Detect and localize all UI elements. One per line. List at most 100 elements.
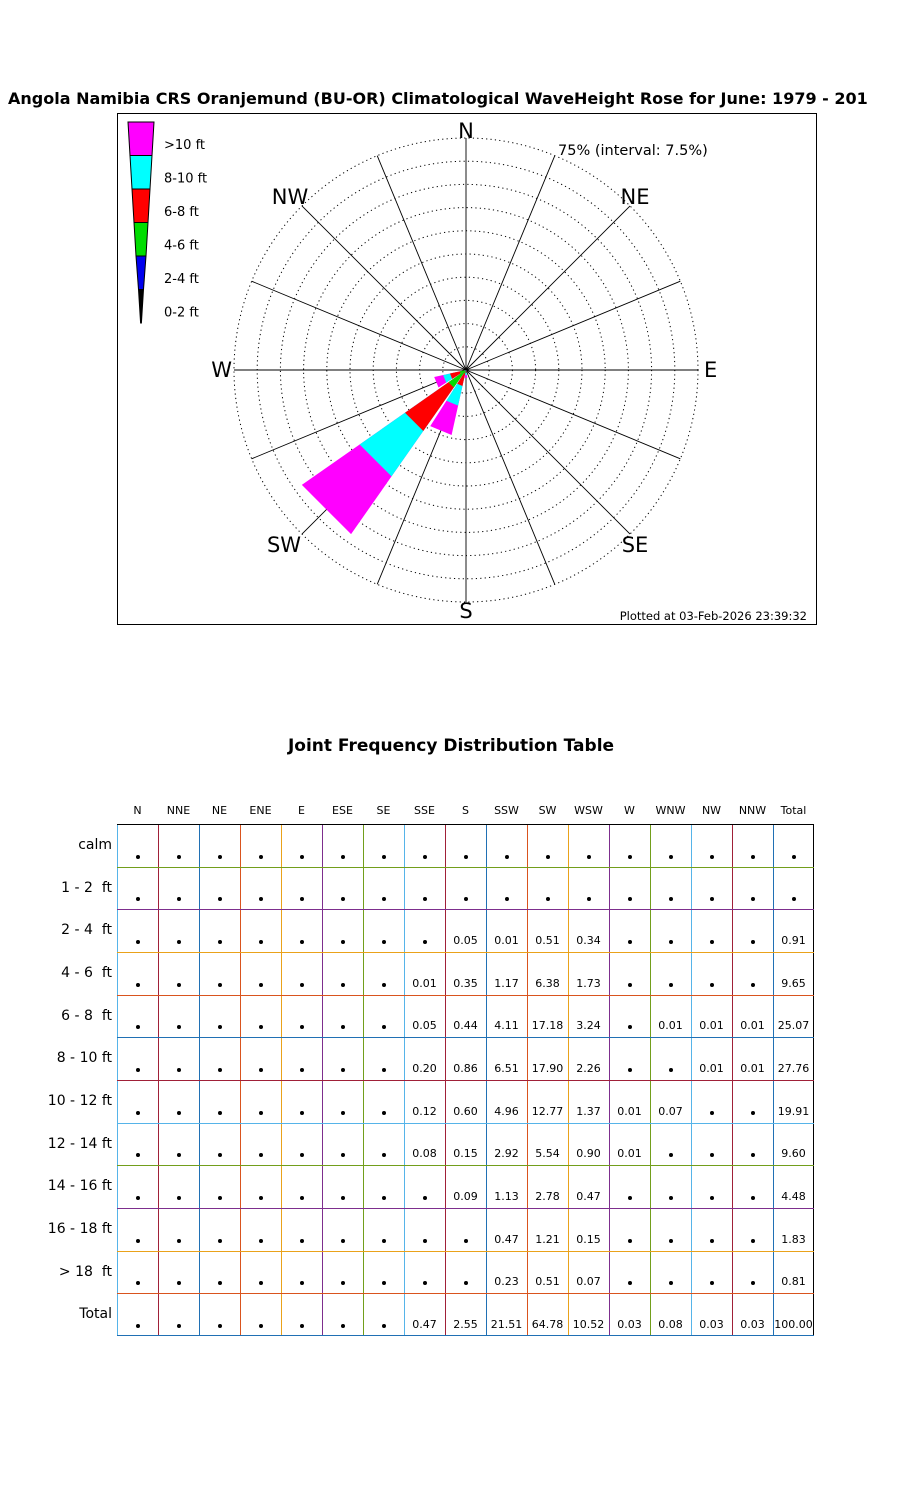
cell-value: 4.11 <box>494 1019 519 1033</box>
cell-value: 0.05 <box>412 1019 437 1033</box>
cell-dot <box>299 1323 304 1328</box>
table-cell <box>691 1208 732 1251</box>
rose-petal-segment <box>465 370 467 376</box>
table-cell <box>445 867 486 910</box>
grid-line-horizontal <box>117 867 814 868</box>
table-cell <box>732 1208 773 1251</box>
cell-dot <box>627 1025 632 1030</box>
table-cell <box>609 1208 650 1251</box>
table-cell <box>117 1037 158 1080</box>
cell-dot <box>750 1195 755 1200</box>
table-cell <box>486 867 527 910</box>
cell-dot <box>586 897 591 902</box>
rose-petal-segment <box>405 370 466 431</box>
cell-value: 0.01 <box>699 1061 724 1075</box>
table-cell: 0.15 <box>568 1208 609 1251</box>
table-cell: 0.81 <box>773 1251 814 1294</box>
row-label: 10 - 12 ft <box>47 1093 112 1109</box>
cell-dot <box>381 897 386 902</box>
page-title: Angola Namibia CRS Oranjemund (BU-OR) Cl… <box>8 89 868 108</box>
table-cell <box>281 1251 322 1294</box>
cell-value: 0.07 <box>576 1275 601 1289</box>
table-cell: 2.78 <box>527 1165 568 1208</box>
row-label: calm <box>78 837 112 853</box>
cell-dot <box>381 1281 386 1286</box>
cell-dot <box>791 897 796 902</box>
row-label: 14 - 16 ft <box>47 1178 112 1195</box>
grid-line-horizontal <box>117 1208 814 1209</box>
column-header: NW <box>701 804 722 817</box>
table-cell <box>281 1293 322 1336</box>
cell-dot <box>709 1195 714 1200</box>
table-cell: 0.01 <box>486 909 527 952</box>
cell-dot <box>135 1067 140 1072</box>
table-cell <box>732 867 773 910</box>
table-cell: 0.90 <box>568 1123 609 1166</box>
cell-dot <box>504 854 509 859</box>
table-cell: 9.65 <box>773 952 814 995</box>
cell-value: 17.90 <box>531 1061 564 1075</box>
table-cell <box>322 1251 363 1294</box>
grid-line-horizontal <box>117 1123 814 1124</box>
table-cell <box>158 995 199 1038</box>
table-cell: 2.55 <box>445 1293 486 1336</box>
row-label: 8 - 10 ft <box>56 1050 112 1067</box>
table-cell <box>363 1037 404 1080</box>
table-cell <box>363 867 404 910</box>
cell-dot <box>299 1281 304 1286</box>
table-cell: 4.96 <box>486 1080 527 1123</box>
cell-dot <box>176 1153 181 1158</box>
table-cell: 0.05 <box>445 909 486 952</box>
cell-dot <box>668 1195 673 1200</box>
table-cell <box>691 824 732 867</box>
table-cell <box>240 995 281 1038</box>
cell-value: 0.34 <box>576 933 601 947</box>
cell-dot <box>750 1110 755 1115</box>
cell-value: 12.77 <box>531 1104 564 1118</box>
table-cell: 0.03 <box>609 1293 650 1336</box>
cell-value: 0.47 <box>494 1232 519 1246</box>
table-cell: 0.01 <box>609 1080 650 1123</box>
cell-dot <box>340 1238 345 1243</box>
polar-spoke <box>465 369 681 460</box>
cell-dot <box>340 1067 345 1072</box>
cell-dot <box>750 982 755 987</box>
grid-line-horizontal <box>117 824 814 825</box>
column-header: N <box>133 804 142 817</box>
table-cell <box>199 824 240 867</box>
polar-spoke <box>465 369 631 535</box>
table-cell <box>363 1123 404 1166</box>
table-cell <box>199 1165 240 1208</box>
table-cell <box>732 1165 773 1208</box>
table-cell <box>281 1037 322 1080</box>
table-cell <box>445 1251 486 1294</box>
table-cell: 9.60 <box>773 1123 814 1166</box>
cell-value: 2.92 <box>494 1147 519 1161</box>
table-cell <box>240 1251 281 1294</box>
table-cell: 5.54 <box>527 1123 568 1166</box>
table-cell: 0.47 <box>486 1208 527 1251</box>
cell-dot <box>135 1281 140 1286</box>
cell-dot <box>135 982 140 987</box>
cell-dot <box>258 897 263 902</box>
grid-line-horizontal <box>117 1037 814 1038</box>
table-cell: 0.01 <box>691 995 732 1038</box>
table-cell <box>404 1251 445 1294</box>
table-cell <box>158 1165 199 1208</box>
cell-dot <box>627 939 632 944</box>
cell-dot <box>217 1281 222 1286</box>
table-cell <box>363 1251 404 1294</box>
column-header: W <box>624 804 635 817</box>
table-cell: 0.03 <box>691 1293 732 1336</box>
rose-petal-segment <box>457 370 466 386</box>
table-cell: 6.38 <box>527 952 568 995</box>
cell-value: 2.26 <box>576 1061 601 1075</box>
plotted-at-label: Plotted at 03-Feb-2026 23:39:32 <box>620 609 807 623</box>
table-cell: 25.07 <box>773 995 814 1038</box>
table-cell: 4.11 <box>486 995 527 1038</box>
table-cell <box>691 1165 732 1208</box>
table-cell <box>281 824 322 867</box>
cell-value: 27.76 <box>777 1061 810 1075</box>
table-cell <box>691 1251 732 1294</box>
table-cell <box>609 952 650 995</box>
